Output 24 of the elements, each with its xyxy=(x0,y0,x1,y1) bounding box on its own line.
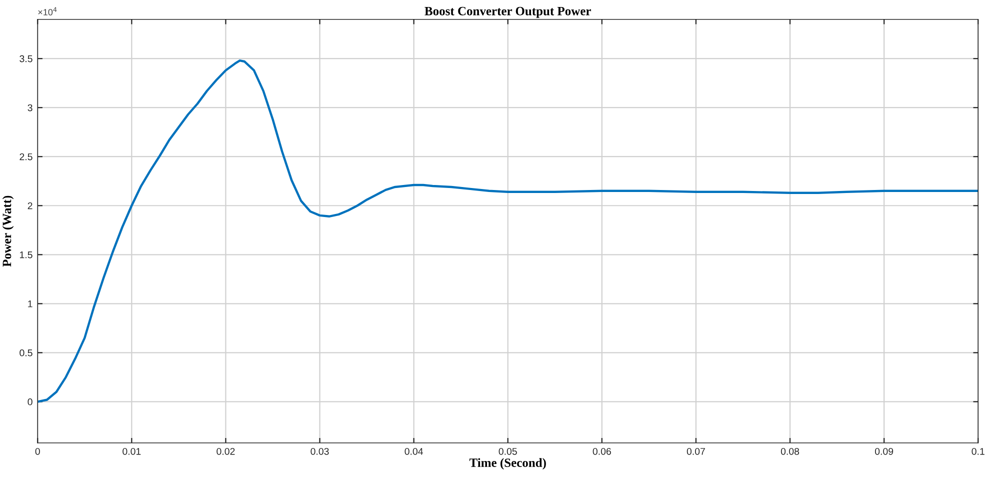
y-tick-label: 3.5 xyxy=(20,55,32,62)
y-tick-label: 3 xyxy=(28,104,32,112)
y-tick-label: 0.5 xyxy=(20,349,32,356)
x-tick-label: 0.05 xyxy=(498,448,517,455)
x-tick-label: 0.07 xyxy=(686,448,705,455)
x-tick-label: 0.02 xyxy=(216,448,235,455)
y-tick-label: 2.5 xyxy=(20,153,32,160)
x-tick-label: 0.06 xyxy=(592,448,611,455)
text: ×10$^{4}$ xyxy=(38,7,57,16)
x-tick-label: 0.09 xyxy=(874,448,894,455)
y-tick-label: 0 xyxy=(28,398,32,406)
y-axis-title: Power (Watt) xyxy=(2,196,14,267)
x-tick-label: 0.01 xyxy=(122,448,141,455)
y-tick-label: 2 xyxy=(28,202,32,210)
y-tick-label: 1 xyxy=(28,300,32,308)
x-tick-label: 0.08 xyxy=(780,448,800,455)
x-axis-title: Time (Second) xyxy=(469,458,546,470)
y-tick-label: 1.5 xyxy=(20,251,32,258)
x-tick-label: 0.03 xyxy=(310,448,329,455)
chart-title: Boost Converter Output Power xyxy=(424,6,591,18)
x-tick-label: 0 xyxy=(35,448,40,455)
x-tick-label: 0.04 xyxy=(404,448,423,455)
x-tick-label: 0.1 xyxy=(972,448,984,455)
line-series xyxy=(38,59,978,403)
